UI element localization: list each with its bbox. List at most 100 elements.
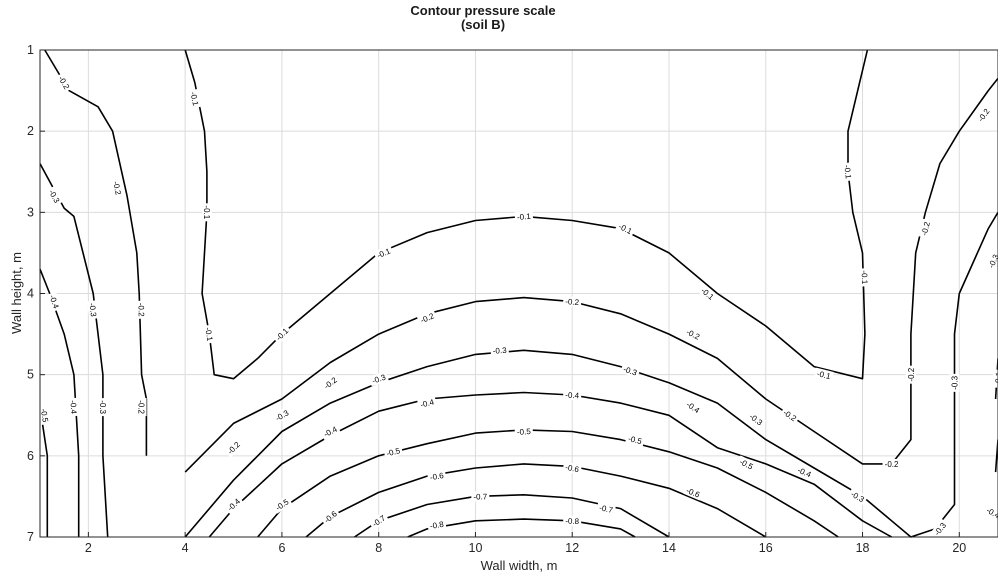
contour-label: -0.8 xyxy=(565,517,580,526)
x-axis-label: Wall width, m xyxy=(481,558,558,573)
contour-label-bg xyxy=(918,218,933,239)
contour-line xyxy=(184,77,998,473)
x-tick-label: 20 xyxy=(952,541,966,555)
contour-label-bg xyxy=(368,371,389,387)
contour-label-bg xyxy=(55,72,74,93)
contour-label-bg xyxy=(625,432,646,447)
contour-label-bg xyxy=(188,88,202,109)
contour-label-bg xyxy=(984,250,998,272)
contour-label-bg xyxy=(271,406,293,425)
contour-line xyxy=(257,49,869,380)
contour-label-bg xyxy=(847,487,868,506)
contour-label-bg xyxy=(562,389,582,401)
contour-label-bg xyxy=(136,300,147,319)
contour-label-bg xyxy=(992,369,998,388)
y-tick-label: 3 xyxy=(27,205,34,219)
contour-label: -0.1 xyxy=(860,270,869,285)
x-tick-label: 6 xyxy=(278,541,285,555)
contour-label-bg xyxy=(68,397,80,417)
contour-label-bg xyxy=(562,461,583,475)
contour-label: -0.4 xyxy=(565,391,580,401)
contour-label-bg xyxy=(514,425,534,438)
contour-label-bg xyxy=(779,406,801,425)
x-tick-label: 18 xyxy=(856,541,870,555)
contour-label-bg xyxy=(416,309,438,326)
contour-label-bg xyxy=(562,295,582,308)
contour-label: -0.3 xyxy=(950,375,959,389)
contour-label-bg xyxy=(320,373,341,393)
contour-label-bg xyxy=(682,397,704,417)
y-axis-ticks: 1 2 3 4 5 6 7 xyxy=(27,43,45,544)
contour-label-bg xyxy=(45,185,64,207)
x-tick-label: 12 xyxy=(565,541,579,555)
contour-label-bg xyxy=(697,283,718,304)
contour-label-bg xyxy=(271,495,293,514)
contour-label: -0.6 xyxy=(429,471,445,482)
contour-line xyxy=(305,463,767,538)
x-axis-ticks: 2 4 6 8 10 12 14 16 18 20 xyxy=(85,532,966,555)
contour-line xyxy=(208,391,892,538)
contour-label-bg xyxy=(136,398,147,417)
y-tick-label: 2 xyxy=(27,124,34,138)
contour-label: -0.1 xyxy=(203,327,214,343)
x-tick-label: 2 xyxy=(85,541,92,555)
contour-label: -0.8 xyxy=(429,520,445,531)
contour-label: -0.6 xyxy=(564,463,580,475)
contour-label-bg xyxy=(745,409,767,429)
contour-label-bg xyxy=(563,515,582,527)
contour-label-bg xyxy=(982,503,998,522)
contour-label-bg xyxy=(736,455,757,473)
contour-label: -0.2 xyxy=(920,220,932,236)
contour-label-bg xyxy=(490,344,510,357)
contour-label-bg xyxy=(223,437,244,458)
x-tick-label: 14 xyxy=(662,541,676,555)
contour-label-bg xyxy=(882,458,901,469)
y-tick-label: 7 xyxy=(27,530,34,544)
contour-label-bg xyxy=(514,210,534,223)
contour-label-bg xyxy=(320,507,341,527)
contour-label-bg xyxy=(97,398,108,417)
contour-label: -0.3 xyxy=(87,302,98,317)
contour-label: -0.1 xyxy=(994,371,998,386)
contour-label: -0.4 xyxy=(68,400,78,415)
contour-label-bg xyxy=(471,491,490,502)
contour-label-bg xyxy=(223,494,244,515)
contour-label-bg xyxy=(46,291,63,312)
contour-label: -0.2 xyxy=(136,303,145,318)
contour-label: -0.1 xyxy=(202,205,211,219)
contour-label: -0.2 xyxy=(565,297,580,307)
contour-label-bg xyxy=(682,484,704,501)
x-tick-label: 16 xyxy=(759,541,773,555)
contour-label-bg xyxy=(905,365,916,384)
contour-label-bg xyxy=(930,518,950,540)
y-tick-label: 5 xyxy=(27,368,34,382)
x-tick-label: 10 xyxy=(469,541,483,555)
contour-line xyxy=(184,211,998,538)
x-tick-label: 8 xyxy=(375,541,382,555)
contour-line xyxy=(257,429,839,538)
contour-label-bg xyxy=(682,325,704,343)
contour-label-bg xyxy=(201,203,212,222)
contour-label-bg xyxy=(383,444,404,459)
contour-label: -0.2 xyxy=(885,460,899,469)
y-tick-label: 1 xyxy=(27,43,34,57)
contour-line xyxy=(39,163,109,538)
contour-label: -0.5 xyxy=(517,427,532,437)
contour-label: -0.7 xyxy=(598,503,614,515)
y-axis-label: Wall height, m xyxy=(9,252,24,334)
contour-label: -0.2 xyxy=(111,180,123,196)
contour-label-bg xyxy=(110,178,125,198)
contour-label: -0.3 xyxy=(98,400,107,414)
contour-label-bg xyxy=(427,469,447,483)
contour-label-bg xyxy=(596,501,616,516)
contour-label: -0.3 xyxy=(492,346,507,356)
contour-label-bg xyxy=(417,396,438,411)
contour-label: -0.3 xyxy=(987,253,998,270)
contour-label: -0.4 xyxy=(419,397,435,409)
contour-label: -0.1 xyxy=(816,369,832,381)
contour-label-bg xyxy=(272,324,292,344)
contour-line xyxy=(44,49,148,456)
contour-label: -0.2 xyxy=(907,367,916,381)
contour-label: -0.5 xyxy=(386,446,402,458)
